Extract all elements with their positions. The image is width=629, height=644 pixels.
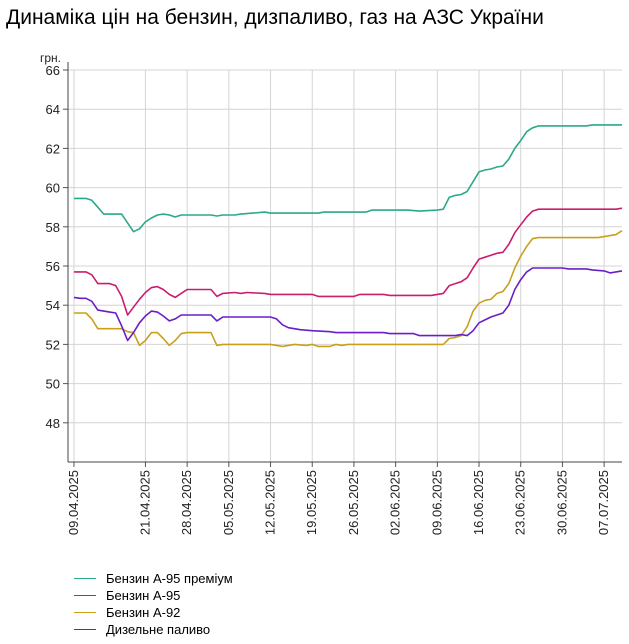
- y-tick-label: 52: [46, 337, 60, 352]
- y-axis-unit: грн.: [40, 51, 61, 65]
- x-tick-label: 09.04.2025: [66, 470, 81, 535]
- legend-item: Бензин А-95: [74, 587, 233, 604]
- y-tick-label: 64: [46, 102, 60, 117]
- chart-title: Динаміка цін на бензин, дизпаливо, газ н…: [6, 6, 544, 29]
- legend-swatch: [74, 629, 96, 630]
- y-tick-label: 50: [46, 377, 60, 392]
- x-tick-label: 26.05.2025: [346, 470, 361, 535]
- series-line-2: [74, 207, 623, 316]
- legend-item: Дизельне паливо: [74, 621, 233, 638]
- legend-swatch: [74, 612, 96, 613]
- series-line-1: [74, 124, 622, 233]
- x-tick-label: 16.06.2025: [471, 470, 486, 535]
- legend-item: Бензин А-92: [74, 604, 233, 621]
- x-tick-label: 19.05.2025: [304, 470, 319, 535]
- y-tick-label: 62: [46, 141, 60, 156]
- legend-swatch: [74, 595, 96, 596]
- x-tick-label: 28.04.2025: [179, 470, 194, 535]
- series-line-3: [74, 230, 623, 348]
- x-tick-label: 12.05.2025: [263, 470, 278, 535]
- x-tick-label: 09.06.2025: [429, 470, 444, 535]
- x-tick-label: 23.06.2025: [513, 470, 528, 535]
- legend-swatch: [74, 578, 96, 579]
- y-tick-label: 54: [46, 298, 60, 313]
- y-tick-label: 58: [46, 220, 60, 235]
- legend-label: Бензин А-95 преміум: [106, 571, 233, 586]
- x-tick-label: 30.06.2025: [554, 470, 569, 535]
- legend-label: Бензин А-95: [106, 588, 181, 603]
- y-tick-label: 56: [46, 259, 60, 274]
- chart-legend: Бензин А-95 преміум Бензин А-95 Бензин А-9…: [74, 570, 233, 638]
- series-line-4: [73, 267, 623, 342]
- x-tick-label: 07.07.2025: [596, 470, 611, 535]
- y-tick-label: 60: [46, 181, 60, 196]
- legend-label: Бензин А-92: [106, 605, 181, 620]
- y-tick-label: 48: [46, 416, 60, 431]
- y-tick-label: 66: [46, 63, 60, 78]
- x-tick-label: 21.04.2025: [137, 470, 152, 535]
- legend-item: Бензин А-95 преміум: [74, 570, 233, 587]
- x-tick-label: 02.06.2025: [388, 470, 403, 535]
- x-tick-label: 05.05.2025: [221, 470, 236, 535]
- legend-label: Дизельне паливо: [106, 622, 211, 637]
